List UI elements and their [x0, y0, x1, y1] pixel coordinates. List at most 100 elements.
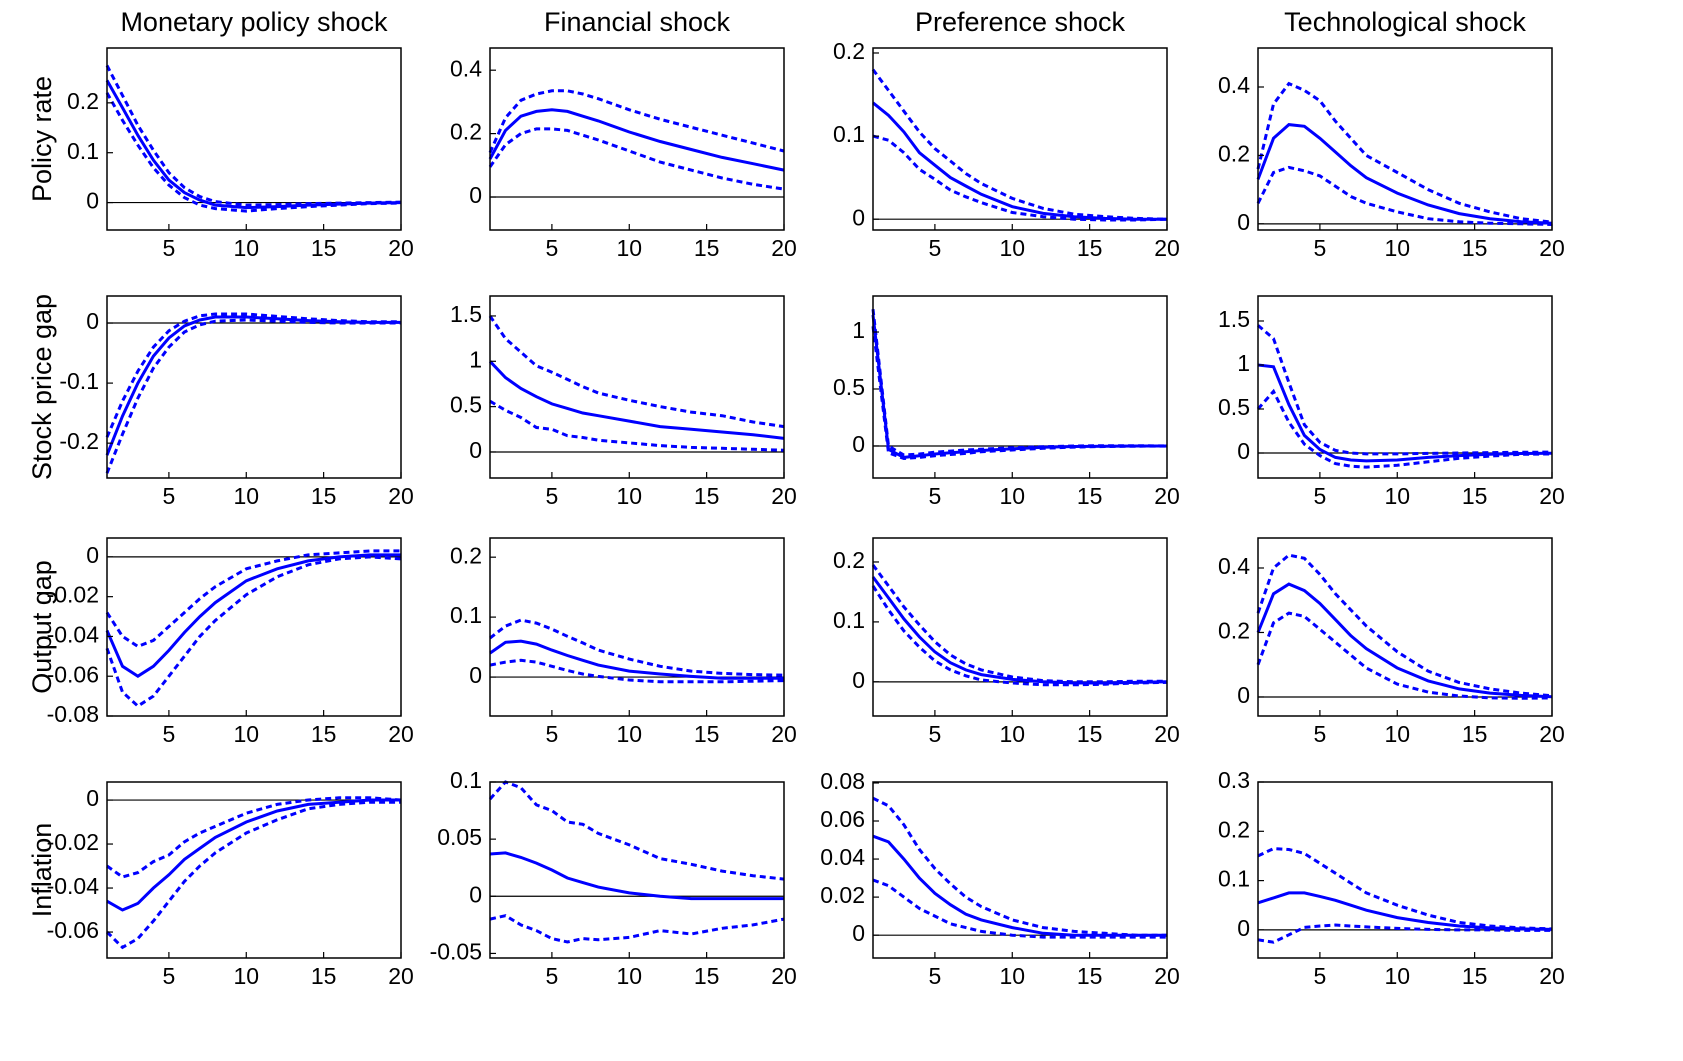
y-tick-label: 0.4	[1218, 553, 1250, 579]
x-tick-label: 5	[928, 483, 941, 509]
y-tick-label: 1	[852, 317, 865, 343]
band-line	[1257, 324, 1553, 456]
x-tick-label: 5	[162, 235, 175, 261]
x-tick-label: 20	[771, 235, 797, 261]
x-tick-label: 10	[233, 235, 259, 261]
plot-frame	[106, 781, 402, 959]
y-tick-label: -0.04	[47, 622, 100, 648]
x-tick-label: 15	[1462, 235, 1488, 261]
y-tick-label: 0	[469, 182, 482, 208]
plot-frame	[872, 295, 1168, 479]
x-tick-label: 5	[1313, 483, 1326, 509]
plot-frame	[489, 781, 785, 959]
x-tick-label: 20	[1539, 963, 1565, 989]
y-tick-label: 0	[469, 881, 482, 907]
y-tick-label: 0.2	[1218, 140, 1250, 166]
x-tick-label: 20	[1154, 963, 1180, 989]
y-tick-label: 0.08	[820, 768, 865, 794]
x-tick-label: 20	[1154, 721, 1180, 747]
band-line	[488, 127, 785, 191]
x-tick-label: 20	[1539, 235, 1565, 261]
y-tick-label: 0	[86, 785, 99, 811]
row-label: Output gap	[27, 560, 57, 694]
y-tick-label: 0.1	[833, 121, 865, 147]
plot-frame	[106, 537, 402, 717]
x-tick-label: 10	[999, 963, 1025, 989]
y-tick-label: 0.05	[437, 824, 482, 850]
y-tick-label: 1.5	[1218, 306, 1250, 332]
band-line	[871, 309, 1168, 457]
x-tick-label: 5	[545, 963, 558, 989]
band-line	[871, 326, 1168, 461]
y-tick-label: -0.2	[59, 428, 99, 454]
x-tick-label: 20	[1154, 235, 1180, 261]
y-tick-label: 0.2	[833, 38, 865, 64]
y-tick-label: 0.1	[450, 602, 482, 628]
x-tick-label: 20	[1539, 721, 1565, 747]
y-tick-label: 0.2	[450, 119, 482, 145]
x-tick-label: 10	[233, 483, 259, 509]
band-line	[105, 312, 401, 438]
x-tick-label: 10	[999, 483, 1025, 509]
band-line	[489, 658, 785, 684]
y-tick-label: 0.1	[450, 767, 482, 793]
plot-frame	[489, 537, 785, 717]
x-tick-label: 5	[162, 483, 175, 509]
y-tick-label: 0.1	[67, 138, 99, 164]
x-tick-label: 20	[771, 963, 797, 989]
y-tick-label: 1	[1237, 350, 1250, 376]
x-tick-label: 10	[616, 483, 642, 509]
plot-frame	[1257, 295, 1553, 479]
panel-title: Monetary policy shock	[120, 7, 388, 37]
y-tick-label: -0.08	[47, 701, 99, 727]
response-line	[1257, 891, 1553, 931]
x-tick-label: 5	[928, 963, 941, 989]
y-tick-label: 0.1	[1218, 866, 1250, 892]
y-tick-label: 0.1	[833, 607, 865, 633]
y-tick-label: 0.02	[820, 882, 865, 908]
plot-frame	[1257, 781, 1553, 959]
band-line	[105, 555, 402, 708]
x-tick-label: 5	[545, 235, 558, 261]
y-tick-label: 0	[852, 431, 865, 457]
y-tick-label: 0	[852, 920, 865, 946]
y-tick-label: 0	[1237, 682, 1250, 708]
band-line	[1256, 611, 1553, 700]
band-line	[1256, 165, 1553, 226]
x-tick-label: 10	[233, 721, 259, 747]
response-line	[106, 798, 401, 912]
x-tick-label: 5	[1313, 963, 1326, 989]
plot-frame	[106, 295, 402, 479]
y-tick-label: 0.5	[833, 374, 865, 400]
band-line	[488, 780, 785, 881]
x-tick-label: 20	[388, 483, 414, 509]
x-tick-label: 5	[928, 235, 941, 261]
y-tick-label: 1.5	[450, 301, 482, 327]
x-tick-label: 10	[616, 235, 642, 261]
y-tick-label: 0	[1237, 438, 1250, 464]
band-line	[872, 878, 1167, 939]
x-tick-label: 15	[694, 721, 720, 747]
x-tick-label: 10	[616, 721, 642, 747]
plot-frame	[872, 781, 1168, 959]
response-line	[1256, 123, 1553, 225]
y-tick-label: 0.2	[67, 88, 99, 114]
panel-title: Preference shock	[915, 7, 1126, 37]
x-tick-label: 15	[311, 483, 337, 509]
band-line	[105, 318, 401, 474]
row-label: Policy rate	[27, 76, 57, 202]
plot-frame	[1257, 537, 1553, 717]
x-tick-label: 5	[162, 721, 175, 747]
y-tick-label: -0.1	[59, 368, 99, 394]
band-line	[488, 89, 785, 154]
band-line	[105, 92, 402, 213]
x-tick-label: 15	[311, 235, 337, 261]
response-line	[872, 101, 1167, 221]
x-tick-label: 5	[545, 483, 558, 509]
y-tick-label: 0	[852, 204, 865, 230]
x-tick-label: 15	[694, 235, 720, 261]
y-tick-label: -0.05	[430, 939, 482, 965]
y-tick-label: -0.04	[47, 873, 100, 899]
band-line	[489, 399, 785, 452]
